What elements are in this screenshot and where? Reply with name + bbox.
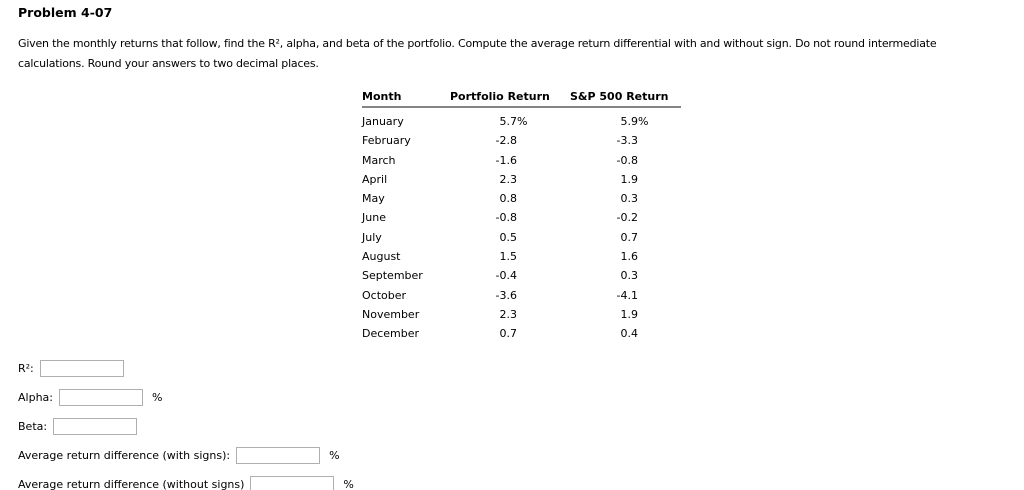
r2-label: R²: xyxy=(18,362,34,376)
table-row: May 0.8 0.3 xyxy=(362,189,681,208)
portfolio-return-cell: 0.5 xyxy=(499,230,518,244)
month-cell: March xyxy=(362,153,396,167)
month-cell: August xyxy=(362,250,401,264)
table-body: January 5.7% 5.9% February -2.8 -3.3 Mar… xyxy=(362,108,681,344)
sp500-return-cell: 0.3 xyxy=(620,269,639,283)
portfolio-return-cell: 2.3 xyxy=(499,172,518,186)
without-signs-percent-sign: % xyxy=(343,478,354,490)
table-row: January 5.7% 5.9% xyxy=(362,112,681,131)
sp500-return-cell: 1.9 xyxy=(620,172,639,186)
portfolio-return-cell: 0.8 xyxy=(499,192,518,206)
sp500-return-cell: 0.7 xyxy=(620,230,639,244)
alpha-input[interactable] xyxy=(58,389,143,407)
portfolio-return-cell: -2.8 xyxy=(495,134,517,148)
month-cell: January xyxy=(362,115,404,128)
avg-diff-with-signs-input[interactable] xyxy=(236,447,321,465)
portfolio-return-cell: -1.6 xyxy=(495,153,517,167)
avg-diff-with-signs-label: Average return difference (with signs): xyxy=(18,449,231,463)
avg-diff-without-signs-label: Average return difference (without signs… xyxy=(18,478,245,490)
month-cell: June xyxy=(362,211,386,225)
portfolio-return-cell: -3.6 xyxy=(495,288,517,302)
month-cell: May xyxy=(362,192,385,206)
beta-label: Beta: xyxy=(18,420,48,434)
sp500-return-cell: -4.1 xyxy=(616,288,638,302)
table-row: August 1.5 1.6 xyxy=(362,247,681,266)
sp500-return-cell: -3.3 xyxy=(616,134,638,148)
table-header-row: Month Portfolio Return S&P 500 Return xyxy=(362,90,681,108)
avg-diff-with-signs-row: Average return difference (with signs): … xyxy=(18,447,1024,465)
portfolio-return-cell: -0.8 xyxy=(495,211,517,225)
sp500-return-cell: 1.6 xyxy=(620,250,639,264)
sp500-return-cell: -0.8 xyxy=(616,153,638,167)
avg-diff-without-signs-row: Average return difference (without signs… xyxy=(18,476,1024,490)
beta-row: Beta: xyxy=(18,418,1024,436)
problem-instructions: Given the monthly returns that follow, f… xyxy=(18,37,937,70)
column-header-portfolio-return: Portfolio Return xyxy=(450,90,550,103)
table-row: November 2.3 1.9 xyxy=(362,305,681,324)
table-row: June -0.8 -0.2 xyxy=(362,208,681,227)
returns-table: Month Portfolio Return S&P 500 Return Ja… xyxy=(362,90,681,344)
r2-row: R²: xyxy=(18,360,1024,378)
alpha-percent-sign: % xyxy=(151,391,163,405)
month-cell: April xyxy=(362,172,388,186)
beta-input[interactable] xyxy=(53,418,138,436)
portfolio-return-cell: 5.7% xyxy=(499,115,528,128)
sp500-return-cell: 5.9% xyxy=(620,115,649,128)
month-cell: September xyxy=(362,269,423,283)
alpha-row: Alpha: % xyxy=(18,389,1024,407)
portfolio-return-cell: 0.7 xyxy=(499,327,518,341)
table-row: October -3.6 -4.1 xyxy=(362,286,681,305)
sp500-return-cell: 1.9 xyxy=(620,307,639,321)
table-row: April 2.3 1.9 xyxy=(362,170,681,189)
month-cell: November xyxy=(362,307,420,321)
page-title: Problem 4-07 xyxy=(18,5,113,20)
month-cell: February xyxy=(362,134,411,148)
sp500-return-cell: -0.2 xyxy=(616,211,638,225)
table-row: March -1.6 -0.8 xyxy=(362,151,681,170)
r2-input[interactable] xyxy=(39,360,124,378)
sp500-return-cell: 0.4 xyxy=(620,327,639,341)
table-row: July 0.5 0.7 xyxy=(362,228,681,247)
month-cell: July xyxy=(362,230,382,244)
month-cell: December xyxy=(362,327,420,341)
table-row: December 0.7 0.4 xyxy=(362,324,681,343)
avg-diff-without-signs-input[interactable] xyxy=(250,476,335,490)
portfolio-return-cell: 1.5 xyxy=(499,250,518,264)
column-header-sp500-return: S&P 500 Return xyxy=(570,90,669,103)
alpha-label: Alpha: xyxy=(18,391,53,405)
portfolio-return-cell: -0.4 xyxy=(495,269,517,283)
table-row: September -0.4 0.3 xyxy=(362,266,681,285)
answer-section: R²: Alpha: % Beta: Average return differ… xyxy=(18,360,1024,490)
portfolio-return-cell: 2.3 xyxy=(499,307,518,321)
with-signs-percent-sign: % xyxy=(329,449,340,463)
month-cell: October xyxy=(362,288,407,302)
column-header-month: Month xyxy=(362,90,402,103)
table-row: February -2.8 -3.3 xyxy=(362,131,681,150)
sp500-return-cell: 0.3 xyxy=(620,192,639,206)
